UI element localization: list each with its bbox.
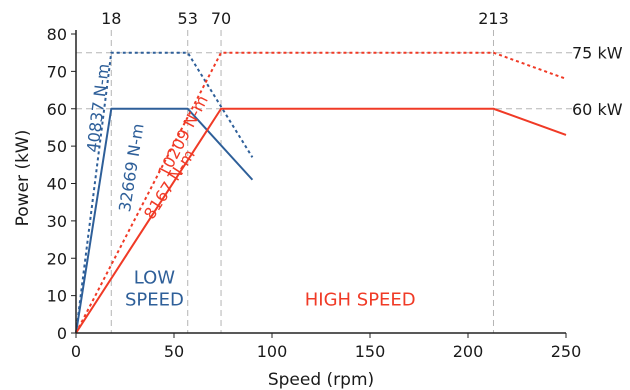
- y-tick-label: 30: [47, 212, 67, 231]
- low-speed-region-label: SPEED: [125, 289, 184, 310]
- x-tick-label: 200: [453, 342, 484, 361]
- high-speed-dotted-series: [75, 51, 567, 334]
- top-speed-label: 213: [478, 9, 509, 28]
- y-tick-label: 50: [47, 137, 67, 156]
- x-tick-label: 100: [257, 342, 288, 361]
- low-speed-region-label: LOW: [134, 267, 176, 288]
- x-tick-label: 250: [551, 342, 582, 361]
- torque-label: 32669 N-m: [115, 122, 148, 213]
- torque-label: 40837 N-m: [83, 63, 113, 154]
- y-axis-title: Power (kW): [13, 130, 33, 227]
- power-level-label: 60 kW: [572, 100, 623, 119]
- y-tick-label: 10: [47, 287, 67, 306]
- x-axis-title: Speed (rpm): [268, 370, 374, 390]
- y-tick-label: 40: [47, 175, 67, 194]
- x-tick-label: 150: [355, 342, 386, 361]
- data-series: [75, 51, 567, 334]
- power-level-label: 75 kW: [572, 44, 623, 63]
- y-tick-label: 0: [57, 324, 67, 343]
- low-speed-dotted-series: [75, 51, 254, 334]
- axes: 0 10 20 30 40 50 60 70 80 0 50 100 150 200 250: [47, 25, 582, 361]
- low-speed-solid-series: [75, 107, 254, 334]
- high-speed-solid-series: [75, 107, 567, 334]
- y-tick-label: 60: [47, 100, 67, 119]
- y-tick-label: 20: [47, 249, 67, 268]
- top-speed-label: 70: [211, 9, 231, 28]
- top-speed-label: 18: [101, 9, 121, 28]
- y-tick-label: 80: [47, 25, 67, 44]
- x-tick-label: 50: [164, 342, 184, 361]
- y-tick-label: 70: [47, 62, 67, 81]
- high-speed-region-label: HIGH SPEED: [305, 289, 416, 310]
- top-speed-label: 53: [178, 9, 198, 28]
- x-tick-label: 0: [71, 342, 81, 361]
